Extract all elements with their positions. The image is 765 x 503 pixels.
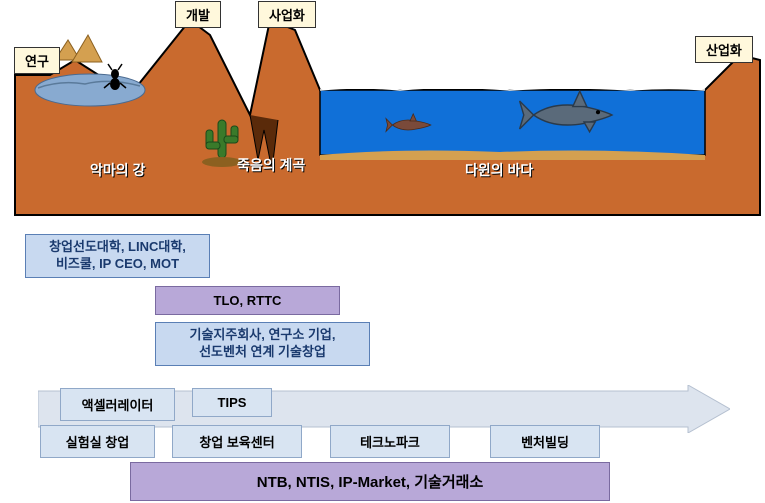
box-ntb-ntis: NTB, NTIS, IP-Market, 기술거래소 (130, 462, 610, 501)
stage-industrialization: 산업화 (695, 36, 753, 63)
box-venture-building: 벤처빌딩 (490, 425, 600, 458)
box-lab-startup: 실험실 창업 (40, 425, 155, 458)
region-death-valley: 죽음의 계곡 (237, 155, 305, 175)
region-darwin-sea: 다윈의 바다 (465, 160, 533, 180)
box-tech-holding: 기술지주회사, 연구소 기업, 선도벤처 연계 기술창업 (155, 322, 370, 366)
box-technopark: 테크노파크 (330, 425, 450, 458)
region-devil-river: 악마의 강 (90, 160, 145, 180)
box-accelerator: 액셀러레이터 (60, 388, 175, 421)
stage-research: 연구 (14, 47, 60, 74)
box-incubator: 창업 보육센터 (172, 425, 302, 458)
box-universities: 창업선도대학, LINC대학, 비즈쿨, IP CEO, MOT (25, 234, 210, 278)
stage-development: 개발 (175, 1, 221, 28)
box-tips: TIPS (192, 388, 272, 417)
terrain-illustration (0, 0, 765, 220)
box-tlo-rttc: TLO, RTTC (155, 286, 340, 315)
stage-commercialization: 사업화 (258, 1, 316, 28)
innovation-valley-diagram: 연구 개발 사업화 산업화 악마의 강 죽음의 계곡 다윈의 바다 창업선도대학… (0, 0, 765, 503)
